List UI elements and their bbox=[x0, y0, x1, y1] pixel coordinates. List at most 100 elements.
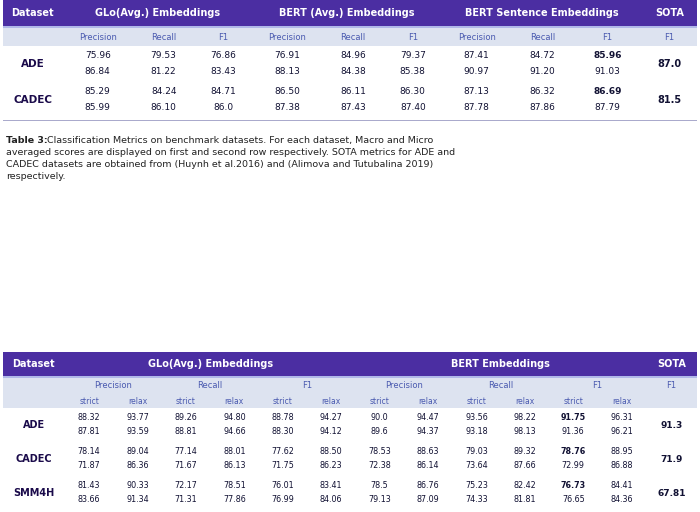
Text: 74.33: 74.33 bbox=[465, 496, 488, 504]
Text: 78.51: 78.51 bbox=[223, 481, 246, 490]
Text: 88.78: 88.78 bbox=[272, 414, 294, 422]
Text: Recall: Recall bbox=[530, 32, 555, 41]
Text: 93.56: 93.56 bbox=[465, 414, 488, 422]
Text: F1: F1 bbox=[302, 381, 312, 391]
Text: 88.13: 88.13 bbox=[274, 68, 300, 76]
Text: 84.41: 84.41 bbox=[610, 481, 633, 490]
Text: 86.50: 86.50 bbox=[274, 88, 300, 96]
Text: 84.72: 84.72 bbox=[530, 52, 555, 60]
Text: 81.22: 81.22 bbox=[150, 68, 176, 76]
Text: 87.13: 87.13 bbox=[463, 88, 489, 96]
Text: 72.17: 72.17 bbox=[174, 481, 197, 490]
Text: 87.40: 87.40 bbox=[400, 103, 426, 113]
Text: Precision: Precision bbox=[268, 32, 306, 41]
Text: 91.3: 91.3 bbox=[660, 420, 682, 430]
Text: 84.06: 84.06 bbox=[320, 496, 342, 504]
Text: strict: strict bbox=[564, 396, 583, 406]
Text: 91.36: 91.36 bbox=[562, 428, 584, 437]
Text: Precision: Precision bbox=[79, 32, 117, 41]
Text: 81.43: 81.43 bbox=[78, 481, 100, 490]
Text: F1: F1 bbox=[218, 32, 228, 41]
Text: 78.14: 78.14 bbox=[78, 447, 100, 457]
Text: 78.5: 78.5 bbox=[371, 481, 388, 490]
Bar bbox=[3, 28, 697, 46]
Text: Precision: Precision bbox=[385, 381, 423, 391]
Text: Precision: Precision bbox=[458, 32, 496, 41]
Text: 86.14: 86.14 bbox=[416, 461, 440, 471]
Text: 78.76: 78.76 bbox=[561, 447, 586, 457]
Text: Recall: Recall bbox=[197, 381, 223, 391]
Text: 88.81: 88.81 bbox=[175, 428, 197, 437]
Text: 91.03: 91.03 bbox=[594, 68, 620, 76]
Text: SMM4H: SMM4H bbox=[13, 488, 55, 498]
Text: 89.26: 89.26 bbox=[174, 414, 197, 422]
Text: 88.32: 88.32 bbox=[78, 414, 100, 422]
Bar bbox=[3, 408, 697, 442]
Text: 86.0: 86.0 bbox=[214, 103, 233, 113]
Text: 76.99: 76.99 bbox=[272, 496, 294, 504]
Bar bbox=[3, 352, 697, 376]
Text: ADE: ADE bbox=[21, 59, 45, 69]
Text: 94.12: 94.12 bbox=[320, 428, 342, 437]
Text: 79.37: 79.37 bbox=[400, 52, 426, 60]
Text: respectively.: respectively. bbox=[6, 172, 66, 181]
Text: 84.71: 84.71 bbox=[211, 88, 236, 96]
Text: 88.01: 88.01 bbox=[223, 447, 246, 457]
Text: 86.23: 86.23 bbox=[320, 461, 342, 471]
Text: 87.43: 87.43 bbox=[340, 103, 366, 113]
Text: 93.77: 93.77 bbox=[126, 414, 149, 422]
Text: 96.21: 96.21 bbox=[610, 428, 633, 437]
Text: 87.79: 87.79 bbox=[594, 103, 620, 113]
Text: 84.24: 84.24 bbox=[151, 88, 176, 96]
Text: relax: relax bbox=[321, 396, 341, 406]
Text: 72.38: 72.38 bbox=[368, 461, 391, 471]
Text: Recall: Recall bbox=[340, 32, 365, 41]
Text: GLo(Avg.) Embeddings: GLo(Avg.) Embeddings bbox=[148, 359, 273, 369]
Text: strict: strict bbox=[176, 396, 196, 406]
Text: strict: strict bbox=[370, 396, 389, 406]
Text: 85.38: 85.38 bbox=[400, 68, 426, 76]
Text: 82.42: 82.42 bbox=[514, 481, 536, 490]
Text: 88.30: 88.30 bbox=[272, 428, 294, 437]
Text: 86.11: 86.11 bbox=[340, 88, 366, 96]
Text: 85.99: 85.99 bbox=[85, 103, 111, 113]
Text: 86.36: 86.36 bbox=[126, 461, 148, 471]
Text: 86.76: 86.76 bbox=[416, 481, 440, 490]
Text: 71.67: 71.67 bbox=[174, 461, 197, 471]
Text: 77.86: 77.86 bbox=[223, 496, 246, 504]
Text: CADEC datasets are obtained from (Huynh et al.2016) and (Alimova and Tutubalina : CADEC datasets are obtained from (Huynh … bbox=[6, 160, 433, 169]
Text: relax: relax bbox=[612, 396, 631, 406]
Text: ADE: ADE bbox=[23, 420, 45, 430]
Text: 83.41: 83.41 bbox=[320, 481, 342, 490]
Text: 86.88: 86.88 bbox=[610, 461, 633, 471]
Text: 86.69: 86.69 bbox=[593, 88, 622, 96]
Text: 91.34: 91.34 bbox=[126, 496, 149, 504]
Bar bbox=[3, 476, 697, 510]
Text: 85.96: 85.96 bbox=[593, 52, 622, 60]
Bar bbox=[3, 82, 697, 118]
Text: Recall: Recall bbox=[488, 381, 513, 391]
Text: 83.43: 83.43 bbox=[211, 68, 236, 76]
Text: 89.32: 89.32 bbox=[514, 447, 536, 457]
Text: 84.36: 84.36 bbox=[610, 496, 633, 504]
Text: 81.5: 81.5 bbox=[657, 95, 681, 105]
Bar bbox=[3, 46, 697, 82]
Text: relax: relax bbox=[128, 396, 147, 406]
Text: 86.10: 86.10 bbox=[150, 103, 176, 113]
Text: strict: strict bbox=[466, 396, 486, 406]
Text: BERT (Avg.) Embeddings: BERT (Avg.) Embeddings bbox=[279, 8, 414, 18]
Text: 88.63: 88.63 bbox=[416, 447, 440, 457]
Text: 91.75: 91.75 bbox=[561, 414, 586, 422]
Text: 72.99: 72.99 bbox=[562, 461, 584, 471]
Bar bbox=[3, 378, 697, 394]
Text: 87.38: 87.38 bbox=[274, 103, 300, 113]
Text: 87.0: 87.0 bbox=[657, 59, 681, 69]
Text: F1: F1 bbox=[664, 32, 674, 41]
Text: 77.14: 77.14 bbox=[174, 447, 197, 457]
Text: 90.0: 90.0 bbox=[371, 414, 388, 422]
Text: relax: relax bbox=[419, 396, 438, 406]
Text: 86.84: 86.84 bbox=[85, 68, 111, 76]
Text: 87.09: 87.09 bbox=[416, 496, 440, 504]
Text: 75.96: 75.96 bbox=[85, 52, 111, 60]
Text: CADEC: CADEC bbox=[15, 454, 52, 464]
